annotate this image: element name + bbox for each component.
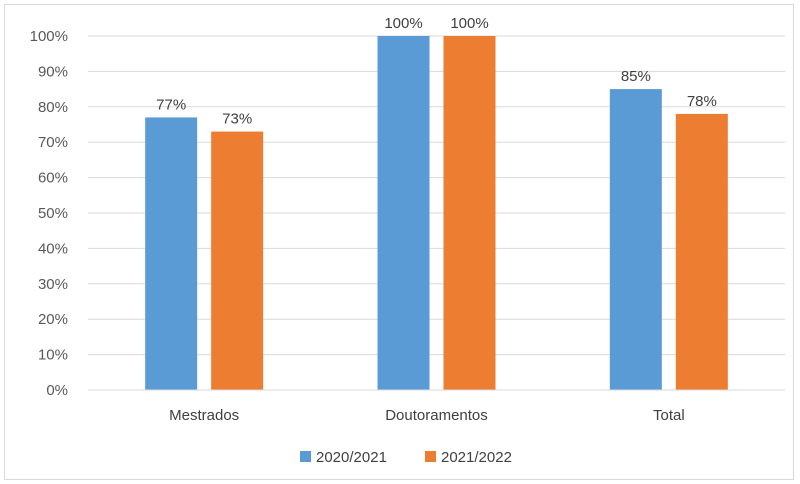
x-axis-categories: Mestrados Doutoramentos Total [169,407,685,424]
y-tick-label: 70% [38,134,68,151]
gridlines [88,35,785,356]
legend-swatch [300,451,311,462]
y-tick-label: 30% [38,276,68,293]
bar-series1 [145,117,198,391]
y-tick-label: 60% [38,170,68,187]
legend: 2020/2021 2021/2022 [300,449,512,466]
y-tick-label: 0% [46,382,68,399]
bar-series1 [377,36,430,390]
bar-series2 [675,113,728,390]
bar-series1 [609,89,662,390]
legend-swatch [425,451,436,462]
bar-series2 [211,131,264,390]
y-axis-ticks: 0% 10% 20% 30% 40% 50% 60% 70% 80% 90% 100% [30,28,68,399]
y-tick-label: 80% [38,99,68,116]
bars [145,36,728,391]
y-tick-label: 100% [30,28,68,45]
legend-label: 2021/2022 [441,449,512,466]
x-category-label: Doutoramentos [385,407,488,424]
data-label: 78% [687,93,717,110]
data-label: 100% [384,15,422,32]
data-label: 73% [222,111,252,128]
y-tick-label: 10% [38,347,68,364]
x-category-label: Total [653,407,685,424]
y-tick-label: 50% [38,205,68,222]
data-labels: 77% 73% 100% 100% 85% 78% [156,15,717,128]
data-label: 77% [156,96,186,113]
y-tick-label: 90% [38,63,68,80]
y-tick-label: 20% [38,311,68,328]
data-label: 100% [450,15,488,32]
y-tick-label: 40% [38,240,68,257]
legend-label: 2020/2021 [316,449,387,466]
bar-series2 [443,36,496,390]
data-label: 85% [621,68,651,85]
x-category-label: Mestrados [169,407,239,424]
